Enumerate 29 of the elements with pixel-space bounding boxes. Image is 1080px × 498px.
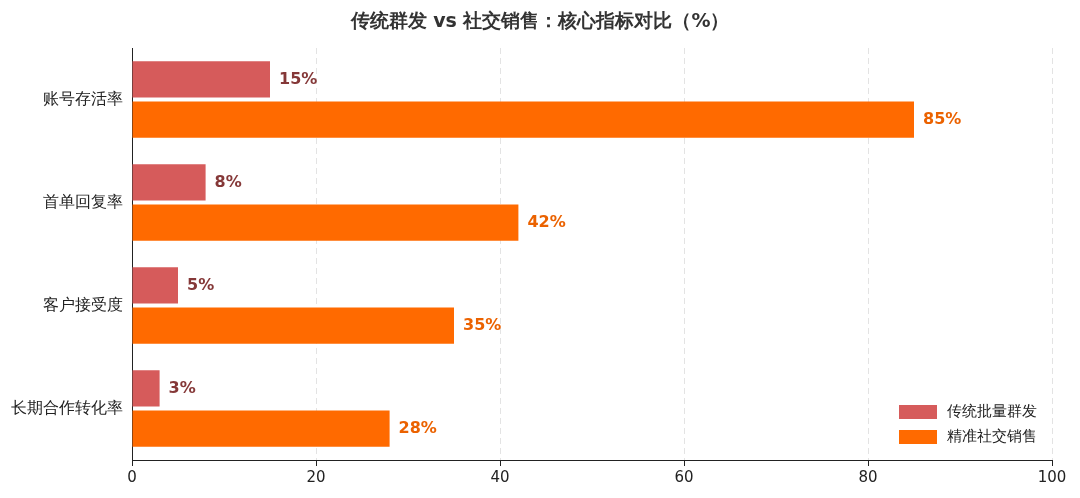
x-tick-label: 80 [858,467,878,486]
data-label: 5% [187,274,215,294]
data-label: 28% [398,417,437,437]
bar [132,370,160,407]
data-label: 15% [279,68,318,88]
data-label: 35% [463,314,502,334]
bar [132,61,270,98]
bar [132,164,206,201]
y-tick-label: 长期合作转化率 [11,397,123,417]
bar [132,307,454,344]
y-tick-label: 账号存活率 [43,88,123,108]
data-label: 42% [527,211,566,231]
data-label: 3% [168,377,196,397]
data-label: 8% [214,171,242,191]
x-tick-label: 100 [1037,467,1067,486]
x-tick-label: 60 [674,467,694,486]
bar [132,267,178,304]
x-tick-label: 0 [127,467,137,486]
x-tick-label: 40 [490,467,510,486]
bar [132,204,519,241]
data-label: 85% [923,108,962,128]
bar [132,101,914,138]
y-tick-label: 首单回复率 [43,191,123,211]
legend-label: 传统批量群发 [947,402,1037,421]
x-tick-label: 20 [306,467,326,486]
legend-label: 精准社交销售 [947,427,1037,446]
bar [132,410,390,447]
y-tick-label: 客户接受度 [43,294,123,314]
chart-title: 传统群发 vs 社交销售：核心指标对比（%） [349,8,731,33]
